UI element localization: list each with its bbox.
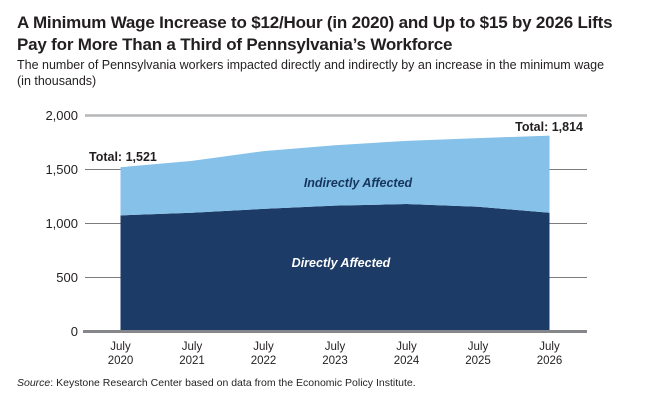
area-directly-affected [120, 204, 550, 332]
x-tick-month: July [539, 341, 560, 353]
x-tick-label-2023: July 2023 [303, 340, 367, 368]
y-tick-label-2000: 2,000 [45, 107, 78, 123]
x-tick-month: July [467, 341, 489, 353]
annotation-total-2026: Total: 1,814 [515, 120, 583, 134]
x-tick-label-2025: July 2025 [446, 340, 510, 368]
x-tick-year: 2022 [250, 355, 277, 367]
x-tick-label-2026: July 2026 [518, 340, 582, 368]
chart-title: A Minimum Wage Increase to $12/Hour (in … [17, 12, 649, 56]
x-tick-year: 2025 [465, 355, 491, 367]
source-label: Source [17, 377, 51, 389]
x-tick-year: 2023 [322, 355, 348, 367]
area-indirectly-affected [120, 135, 550, 216]
x-tick-month: July [396, 341, 417, 353]
x-tick-month: July [253, 341, 274, 353]
x-tick-month: July [181, 341, 203, 353]
x-tick-year: 2026 [536, 355, 563, 367]
annotation-total-2020: Total: 1,521 [89, 150, 157, 164]
y-tick-label-1000: 1,000 [45, 215, 78, 231]
x-tick-label-2020: July 2020 [89, 340, 153, 368]
x-tick-month: July [324, 341, 346, 353]
source-text: : Keystone Research Center based on data… [50, 377, 416, 389]
x-tick-year: 2021 [179, 355, 205, 367]
series-label-indirectly-affected: Indirectly Affected [303, 176, 413, 190]
x-tick-label-2022: July 2022 [232, 340, 296, 368]
source-note: Source: Keystone Research Center based o… [17, 377, 637, 389]
chart-subtitle-line-1: The number of Pennsylvania workers impac… [17, 58, 605, 72]
chart-subtitle-line-2: (in thousands) [17, 74, 97, 88]
x-tick-month: July [110, 341, 131, 353]
series-label-directly-affected: Directly Affected [291, 256, 391, 270]
x-tick-label-2021: July 2021 [160, 340, 224, 368]
y-tick-label-1500: 1,500 [45, 161, 78, 177]
chart-title-line-2: Pay for More Than a Third of Pennsylvani… [17, 35, 453, 54]
x-tick-year: 2020 [107, 355, 134, 367]
chart-subtitle: The number of Pennsylvania workers impac… [17, 57, 649, 89]
y-tick-label-0: 0 [70, 323, 78, 339]
x-tick-label-2024: July 2024 [375, 340, 439, 368]
chart-title-line-1: A Minimum Wage Increase to $12/Hour (in … [17, 13, 613, 32]
y-tick-label-500: 500 [56, 269, 78, 285]
x-tick-year: 2024 [393, 355, 420, 367]
